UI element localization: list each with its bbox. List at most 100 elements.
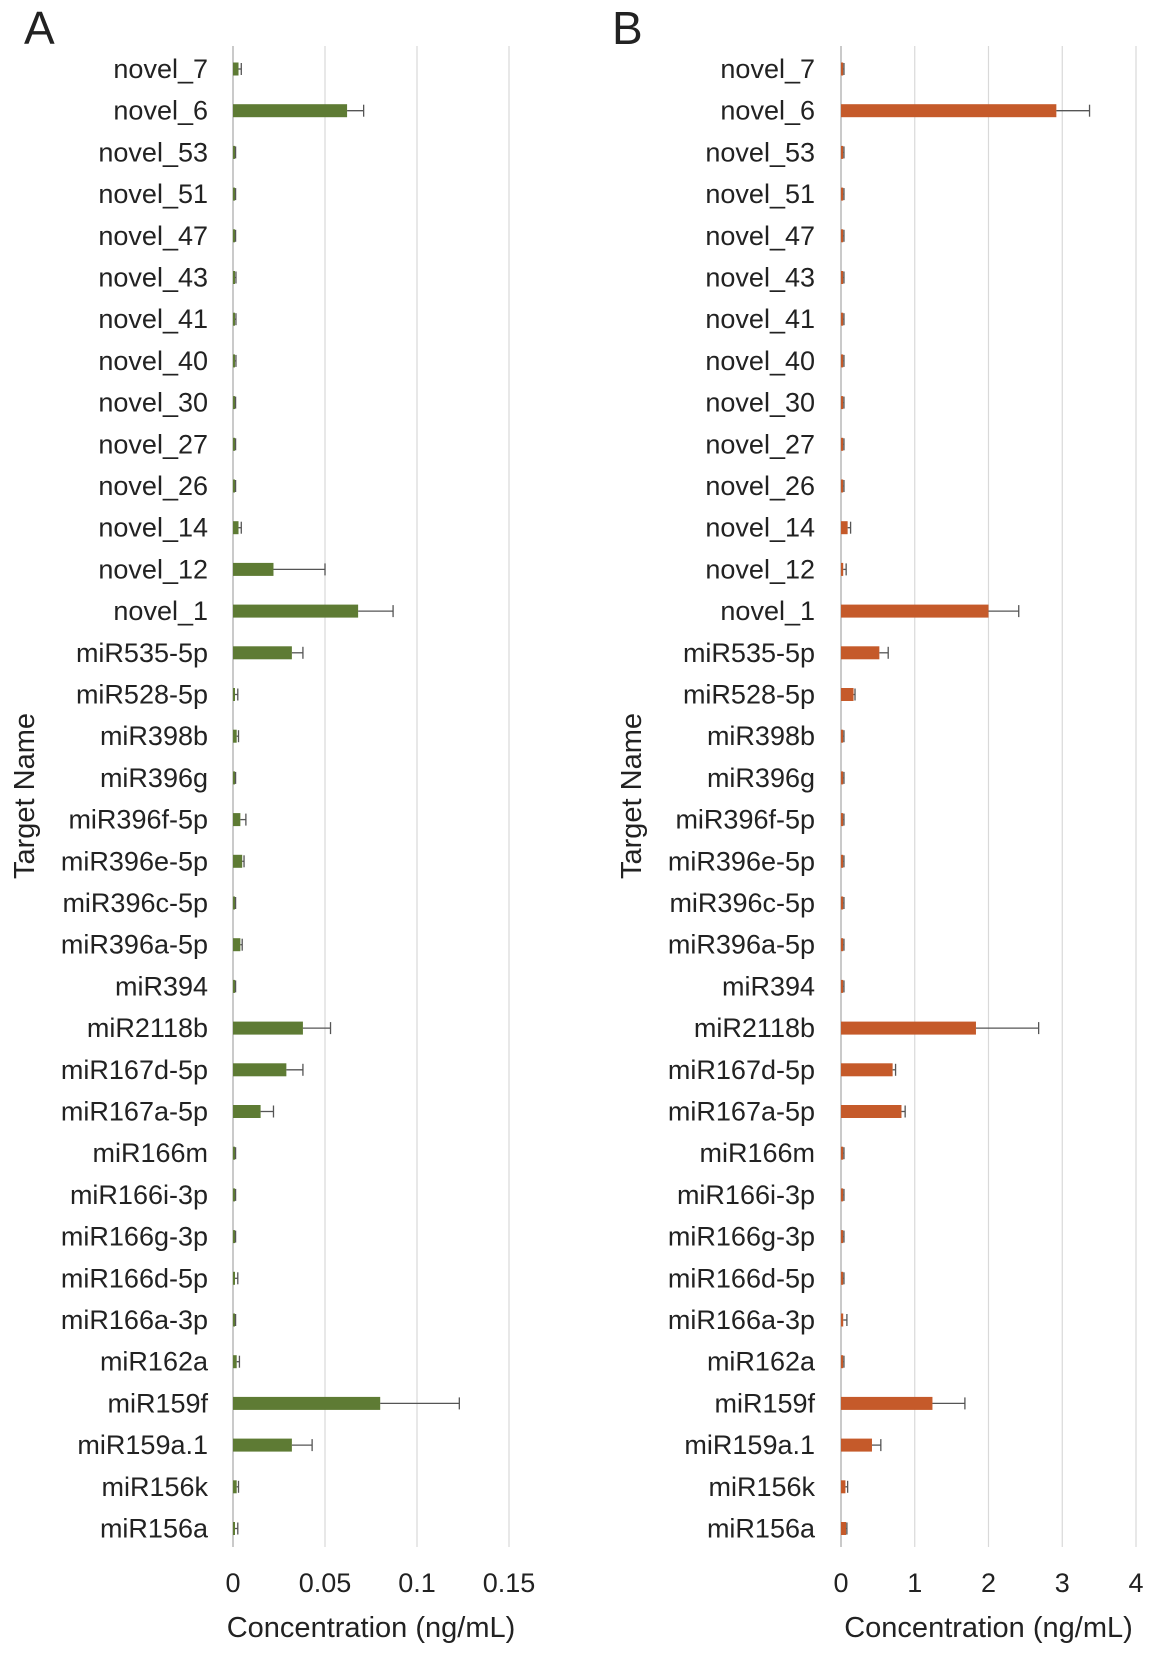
b-bar bbox=[841, 1021, 976, 1035]
b-category-label: miR166m bbox=[699, 1138, 815, 1168]
b-bar bbox=[841, 771, 844, 785]
a-error-bar bbox=[238, 521, 242, 534]
a-error-bar bbox=[302, 1022, 332, 1035]
b-category-label: novel_30 bbox=[705, 388, 815, 418]
a-category-label: miR166g-3p bbox=[61, 1222, 208, 1252]
b-x-tick-label: 2 bbox=[981, 1568, 996, 1598]
a-bar bbox=[233, 562, 274, 576]
a-bar bbox=[233, 688, 235, 701]
b-bar bbox=[841, 271, 844, 284]
a-error-bar bbox=[242, 855, 245, 868]
a-category-label: miR159f bbox=[107, 1388, 208, 1418]
b-bar bbox=[841, 1063, 893, 1077]
a-category-label: novel_1 bbox=[113, 596, 208, 626]
panel-b: B 0 1 2 3 4 novel_7 novel_6 novel_53 novel_51nov… bbox=[612, 2, 1144, 1644]
b-category-label: miR167d-5p bbox=[668, 1055, 815, 1085]
b-bar bbox=[841, 521, 848, 535]
a-bar bbox=[233, 62, 239, 76]
b-bar bbox=[841, 396, 844, 410]
b-x-tick-label: 4 bbox=[1128, 1568, 1143, 1598]
a-error-bar bbox=[291, 646, 304, 659]
a-bar bbox=[233, 1438, 292, 1452]
a-category-label: novel_53 bbox=[98, 137, 208, 167]
a-category-label: miR396f-5p bbox=[68, 805, 208, 835]
a-bar bbox=[233, 646, 292, 660]
a-error-bar bbox=[234, 1314, 237, 1326]
a-bar bbox=[233, 1146, 235, 1160]
b-category-label: novel_53 bbox=[705, 137, 815, 167]
b-error-bar bbox=[843, 855, 845, 868]
b-error-bar bbox=[843, 1147, 845, 1160]
a-y-axis-title: Target Name bbox=[9, 713, 41, 879]
b-bar bbox=[841, 729, 844, 743]
b-error-bar bbox=[843, 813, 845, 826]
a-category-label: miR396e-5p bbox=[61, 846, 208, 876]
b-error-bar bbox=[988, 605, 1020, 618]
a-bar bbox=[233, 479, 235, 493]
a-bar bbox=[233, 145, 235, 159]
b-category-label: miR156k bbox=[708, 1472, 815, 1502]
a-bar bbox=[233, 1480, 237, 1494]
b-category-label: miR396f-5p bbox=[675, 805, 815, 835]
a-bar bbox=[233, 1271, 235, 1285]
a-bar bbox=[233, 896, 235, 910]
a-bar bbox=[233, 1105, 261, 1118]
b-error-bar bbox=[871, 1439, 882, 1452]
b-error-bar bbox=[843, 188, 845, 201]
b-category-label: miR396g bbox=[707, 763, 815, 793]
b-bar bbox=[841, 562, 844, 576]
a-category-label: novel_14 bbox=[98, 513, 208, 543]
a-error-bar bbox=[235, 313, 237, 326]
a-category-label: novel_40 bbox=[98, 346, 208, 376]
b-bar bbox=[841, 1438, 872, 1452]
a-error-bar bbox=[234, 438, 237, 451]
b-bar bbox=[841, 1396, 933, 1410]
b-error-bar bbox=[843, 1355, 845, 1368]
b-error-bar bbox=[843, 1188, 845, 1201]
b-error-bar bbox=[843, 980, 845, 993]
a-error-bar bbox=[235, 1522, 239, 1535]
a-error-bar bbox=[234, 229, 237, 242]
b-error-bar bbox=[1056, 104, 1091, 117]
b-category-label: miR396c-5p bbox=[669, 888, 815, 918]
a-bar bbox=[233, 437, 235, 451]
b-category-label: miR396a-5p bbox=[668, 930, 815, 960]
b-x-tick-label: 1 bbox=[907, 1568, 922, 1598]
b-error-bar bbox=[843, 354, 845, 367]
b-error-bar bbox=[847, 521, 852, 534]
a-bar bbox=[233, 1355, 237, 1369]
b-category-label: novel_40 bbox=[705, 346, 815, 376]
a-category-label: miR167d-5p bbox=[61, 1055, 208, 1085]
b-error-bar bbox=[843, 480, 845, 492]
b-error-bar bbox=[843, 229, 845, 242]
b-category-label: miR398b bbox=[707, 721, 815, 751]
b-error-bar bbox=[843, 146, 845, 159]
b-category-label: miR159f bbox=[714, 1388, 815, 1418]
a-category-label: miR166a-3p bbox=[61, 1305, 208, 1335]
a-category-label: miR394 bbox=[115, 971, 208, 1001]
b-category-label: miR156a bbox=[707, 1514, 816, 1544]
b-error-bar bbox=[843, 730, 845, 743]
a-category-label: miR166m bbox=[92, 1138, 208, 1168]
b-category-label: novel_43 bbox=[705, 263, 815, 293]
b-x-tick-label: 0 bbox=[833, 1568, 848, 1598]
a-bar bbox=[233, 229, 235, 243]
panel-a: A 0 0.05 0.1 0.15 novel_7 novel_6 novel_53nove… bbox=[9, 2, 535, 1644]
b-category-label: miR167a-5p bbox=[668, 1097, 815, 1127]
b-bar bbox=[841, 1105, 902, 1118]
a-error-bar bbox=[234, 980, 237, 993]
a-bar bbox=[233, 771, 235, 785]
b-error-bar bbox=[892, 1063, 897, 1076]
a-category-label: miR396a-5p bbox=[61, 930, 208, 960]
b-category-label: novel_6 bbox=[720, 96, 815, 126]
a-error-bar bbox=[238, 63, 242, 75]
b-bar bbox=[841, 1480, 846, 1494]
a-category-label: novel_47 bbox=[98, 221, 208, 251]
panel-a-letter: A bbox=[24, 2, 55, 54]
b-category-label: novel_27 bbox=[705, 429, 815, 459]
a-error-bar bbox=[380, 1397, 460, 1410]
b-bar bbox=[841, 1146, 844, 1160]
b-error-bar bbox=[843, 271, 845, 284]
b-bar bbox=[841, 354, 844, 368]
a-error-bar bbox=[291, 1439, 313, 1452]
